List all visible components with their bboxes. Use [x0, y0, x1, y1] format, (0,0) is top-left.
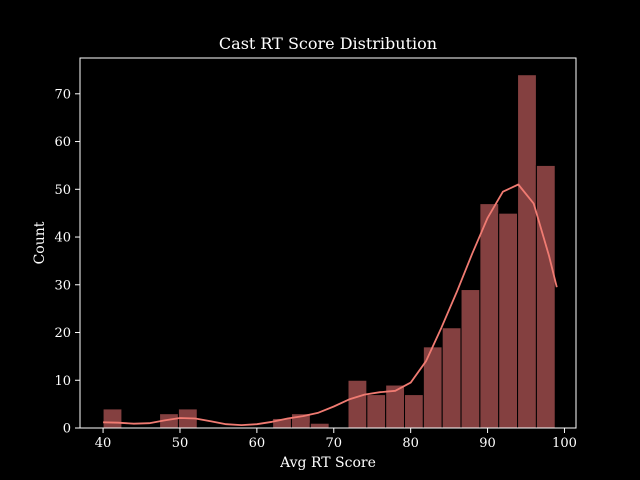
chart-title: Cast RT Score Distribution	[219, 34, 437, 53]
x-tick-label-70: 70	[325, 436, 342, 451]
histogram-bar-18	[441, 327, 462, 429]
y-tick-label-20: 20	[54, 326, 71, 341]
x-tick-label-50: 50	[172, 436, 189, 451]
x-axis-ticks: 40 50 60 70 80 90 100	[95, 428, 577, 451]
histogram-bar-11	[309, 422, 330, 429]
y-tick-label-70: 70	[54, 87, 71, 102]
y-axis-ticks: 0 10 20 30 40 50 60 70	[54, 87, 80, 437]
histogram-bar-14	[366, 394, 387, 429]
histogram-bar-21	[498, 212, 519, 429]
histogram-bar-20	[479, 203, 500, 429]
kde-curve	[103, 183, 558, 427]
plot-area-frame	[79, 57, 577, 429]
y-tick-label-50: 50	[54, 183, 71, 198]
x-tick-label-90: 90	[479, 436, 496, 451]
histogram-bar-16	[404, 394, 424, 429]
x-tick-label-60: 60	[249, 436, 266, 451]
x-tick-label-100: 100	[552, 436, 577, 451]
kde-layer	[103, 183, 558, 427]
y-tick-label-60: 60	[54, 135, 71, 150]
x-tick-label-40: 40	[95, 436, 112, 451]
y-tick-label-40: 40	[54, 231, 71, 246]
x-tick-label-80: 80	[402, 436, 419, 451]
y-tick-label-0: 0	[63, 422, 71, 437]
histogram-bar-22	[517, 74, 537, 429]
y-tick-label-10: 10	[54, 374, 71, 389]
histogram-bar-23	[535, 164, 556, 429]
y-axis-label: Count	[32, 221, 48, 264]
bars-layer	[102, 74, 556, 429]
histogram-bar-0	[102, 408, 123, 429]
x-axis-label: Avg RT Score	[279, 455, 376, 471]
y-tick-label-30: 30	[54, 278, 71, 293]
histogram-bar-13	[347, 379, 368, 429]
histogram-bar-19	[460, 289, 481, 429]
